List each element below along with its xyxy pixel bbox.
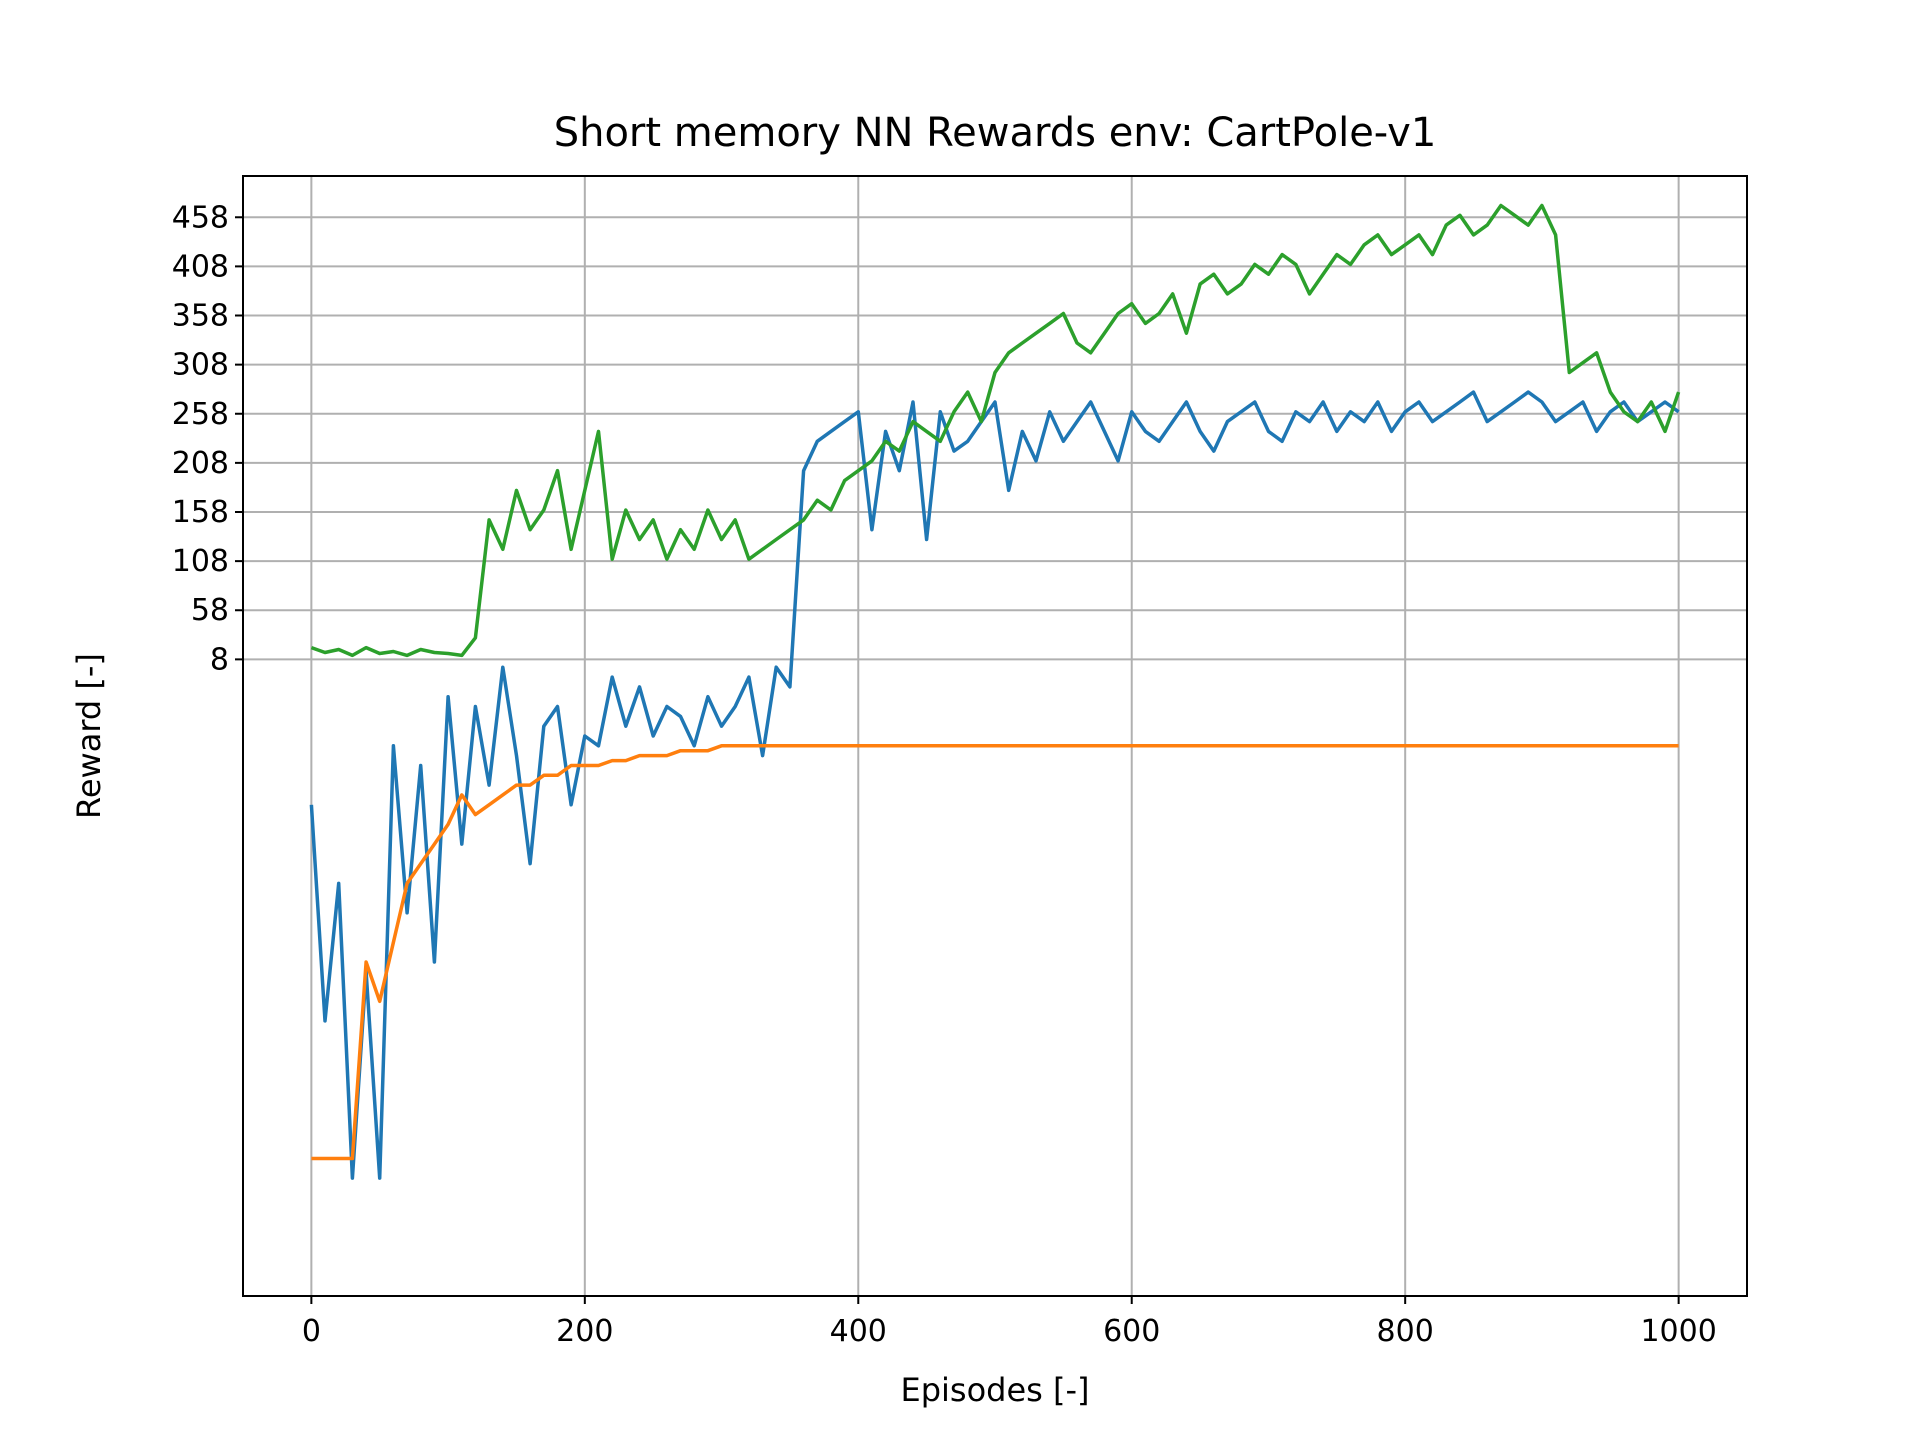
- y-axis-label: Reward [-]: [70, 653, 108, 819]
- x-axis: 0 200 400 600 800 1000: [302, 1296, 1717, 1349]
- y-tick-label: 458: [172, 200, 229, 235]
- x-tick-label: 200: [556, 1314, 613, 1349]
- series-line-3: [310, 203, 1681, 658]
- plot-area-frame: [242, 175, 1748, 1297]
- x-tick-label: 800: [1377, 1314, 1434, 1349]
- x-tick-label: 1000: [1640, 1314, 1716, 1349]
- x-tick-label: 0: [302, 1314, 321, 1349]
- grid: [243, 176, 1747, 1296]
- y-tick-label: 358: [172, 299, 229, 334]
- y-tick-label: 208: [172, 446, 229, 481]
- x-tick-label: 600: [1103, 1314, 1160, 1349]
- y-tick-label: 158: [172, 495, 229, 530]
- y-tick-label: 408: [172, 249, 229, 284]
- chart-title: Short memory NN Rewards env: CartPole-v1: [554, 110, 1437, 156]
- y-tick-label: 58: [191, 593, 229, 628]
- series-line-1: [309, 390, 1680, 1180]
- x-tick-label: 400: [830, 1314, 887, 1349]
- x-axis-label: Episodes [-]: [900, 1371, 1089, 1409]
- y-tick-label: 308: [172, 348, 229, 383]
- y-axis: 8 58 108 158 208 258 308 358 408 458: [172, 200, 243, 677]
- series-line-2: [311, 744, 1679, 1161]
- y-tick-label: 258: [172, 397, 229, 432]
- y-tick-label: 8: [210, 642, 229, 677]
- series-layer: [309, 203, 1681, 1180]
- y-tick-label: 108: [172, 544, 229, 579]
